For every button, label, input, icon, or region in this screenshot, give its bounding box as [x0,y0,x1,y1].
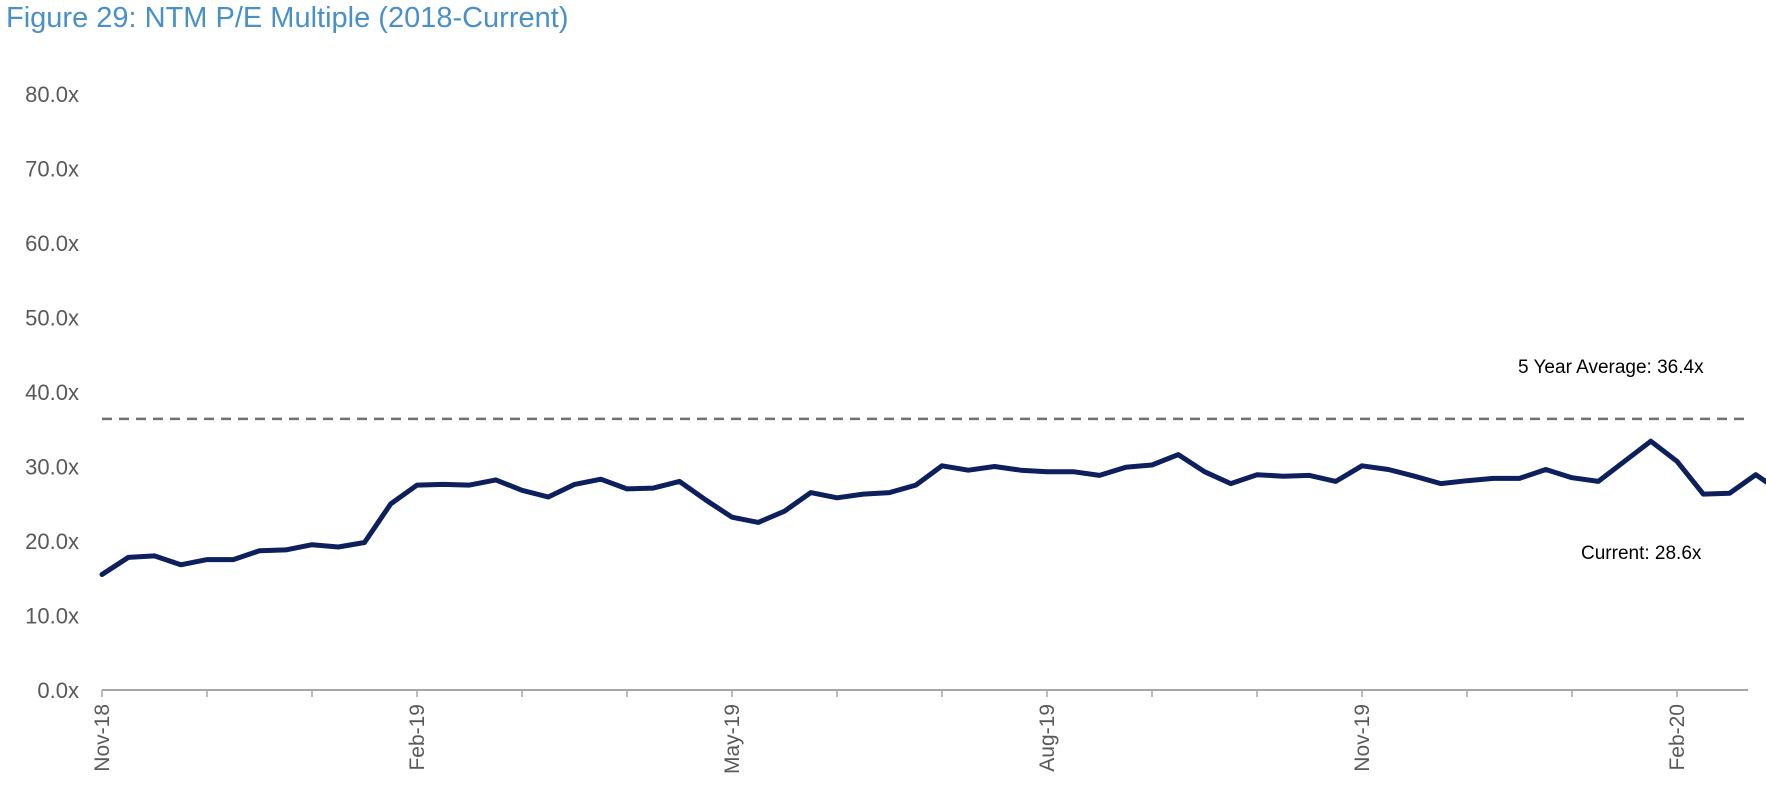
x-tick-label: Aug-19 [1036,704,1059,772]
x-tick-label: Nov-18 [91,704,114,772]
x-tick-label: Feb-19 [406,704,429,771]
y-tick-label: 0.0x [37,678,79,703]
series-layer [99,438,1766,577]
current-annotation: Current: 28.6x [1581,543,1702,564]
x-tick-label: Nov-19 [1351,704,1374,772]
y-axis-ticks: 0.0x 10.0x 20.0x 30.0x 40.0x 50.0x 60.0x 70.0x 8… [25,82,79,703]
y-tick-label: 70.0x [25,157,79,182]
annotations-layer: 5 Year Average: 36.4x Current: 28.6x [1518,357,1704,564]
y-tick-label: 80.0x [25,82,79,107]
y-tick-label: 60.0x [25,231,79,256]
x-tick-label: Feb-20 [1666,704,1689,771]
x-tick-label: May-19 [721,704,744,774]
y-tick-label: 50.0x [25,306,79,331]
figure-title: Figure 29: NTM P/E Multiple (2018-Curren… [6,2,569,34]
y-tick-label: 40.0x [25,380,79,405]
average-annotation: 5 Year Average: 36.4x [1518,357,1704,378]
x-axis: Nov-18Feb-19May-19Aug-19Nov-19Feb-20May-… [91,689,1748,774]
pe-series-line [99,438,1766,577]
y-tick-label: 20.0x [25,529,79,554]
y-tick-label: 30.0x [25,455,79,480]
y-tick-label: 10.0x [25,604,79,629]
